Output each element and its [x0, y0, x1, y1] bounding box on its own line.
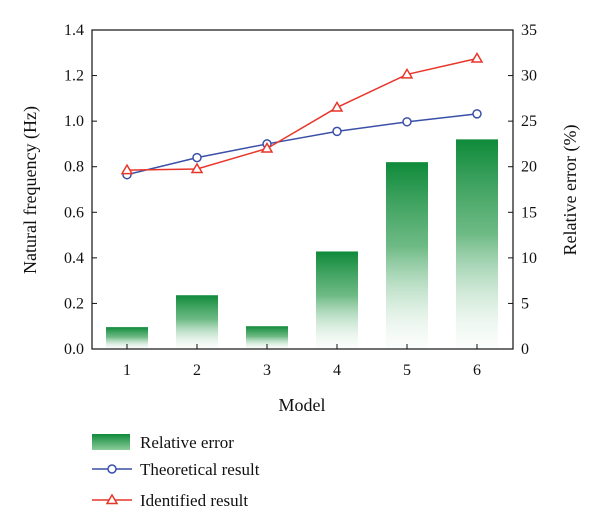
legend: Relative error Theoretical result Identi… [92, 433, 260, 510]
right-tick-label: 10 [521, 250, 537, 267]
series-1-point-1 [120, 163, 134, 175]
x-tick-label: 2 [193, 362, 201, 379]
bar-1 [106, 327, 148, 349]
x-tick-label: 3 [263, 362, 271, 379]
x-tick-label: 6 [473, 362, 481, 379]
x-tick-label: 1 [123, 362, 131, 379]
bars-group [106, 139, 498, 349]
series-1-point-3 [260, 142, 274, 153]
right-tick-label: 20 [521, 159, 537, 176]
left-axis-label: Natural frequency (Hz) [20, 106, 41, 274]
right-tick-label: 5 [521, 295, 529, 312]
series-1-point-6 [470, 52, 484, 63]
legend-label-bars: Relative error [140, 433, 234, 452]
series-1-point-2 [190, 162, 204, 174]
legend-label-identified: Identified result [140, 491, 248, 510]
series-1-point-5 [400, 67, 414, 79]
series-line-0 [126, 113, 478, 176]
left-tick-label: 0.0 [64, 341, 84, 358]
bar-5 [386, 162, 428, 349]
left-axis: 0.0 0.2 0.4 0.6 0.8 1.0 1.2 1.4 [64, 22, 97, 358]
left-tick-label: 1.4 [64, 22, 84, 39]
x-tick-label: 5 [403, 362, 411, 379]
legend-bar-swatch [92, 434, 130, 450]
right-axis: 0 5 10 15 20 25 30 35 [508, 22, 537, 358]
legend-marker-theoretical [107, 464, 117, 474]
x-tick-label: 4 [333, 362, 341, 379]
series-0-point-4 [332, 126, 342, 137]
left-tick-label: 0.2 [64, 295, 84, 312]
x-axis: 1 2 3 4 5 6 [123, 344, 481, 379]
right-tick-label: 15 [521, 204, 537, 221]
right-tick-label: 25 [521, 113, 537, 130]
lines-group [120, 52, 484, 180]
x-axis-label: Model [279, 395, 326, 415]
bar-6 [456, 139, 498, 349]
bar-3 [246, 326, 288, 349]
left-tick-label: 0.8 [64, 159, 84, 176]
series-0-point-2 [192, 152, 202, 163]
series-0-point-6 [472, 109, 482, 119]
series-0-point-5 [402, 117, 412, 127]
right-tick-label: 30 [521, 68, 537, 85]
bar-2 [176, 295, 218, 349]
left-tick-label: 0.4 [64, 250, 84, 267]
legend-marker-identified [105, 493, 119, 505]
left-tick-label: 0.6 [64, 204, 84, 221]
bar-4 [316, 251, 358, 349]
right-tick-label: 35 [521, 22, 537, 39]
left-tick-label: 1.2 [64, 68, 84, 85]
plot-frame [91, 29, 514, 350]
series-1-point-4 [330, 100, 344, 112]
legend-label-theoretical: Theoretical result [140, 460, 260, 479]
right-tick-label: 0 [521, 341, 529, 358]
right-axis-label: Relative error (%) [560, 125, 581, 256]
left-tick-label: 1.0 [64, 113, 84, 130]
series-line-1 [126, 57, 478, 171]
